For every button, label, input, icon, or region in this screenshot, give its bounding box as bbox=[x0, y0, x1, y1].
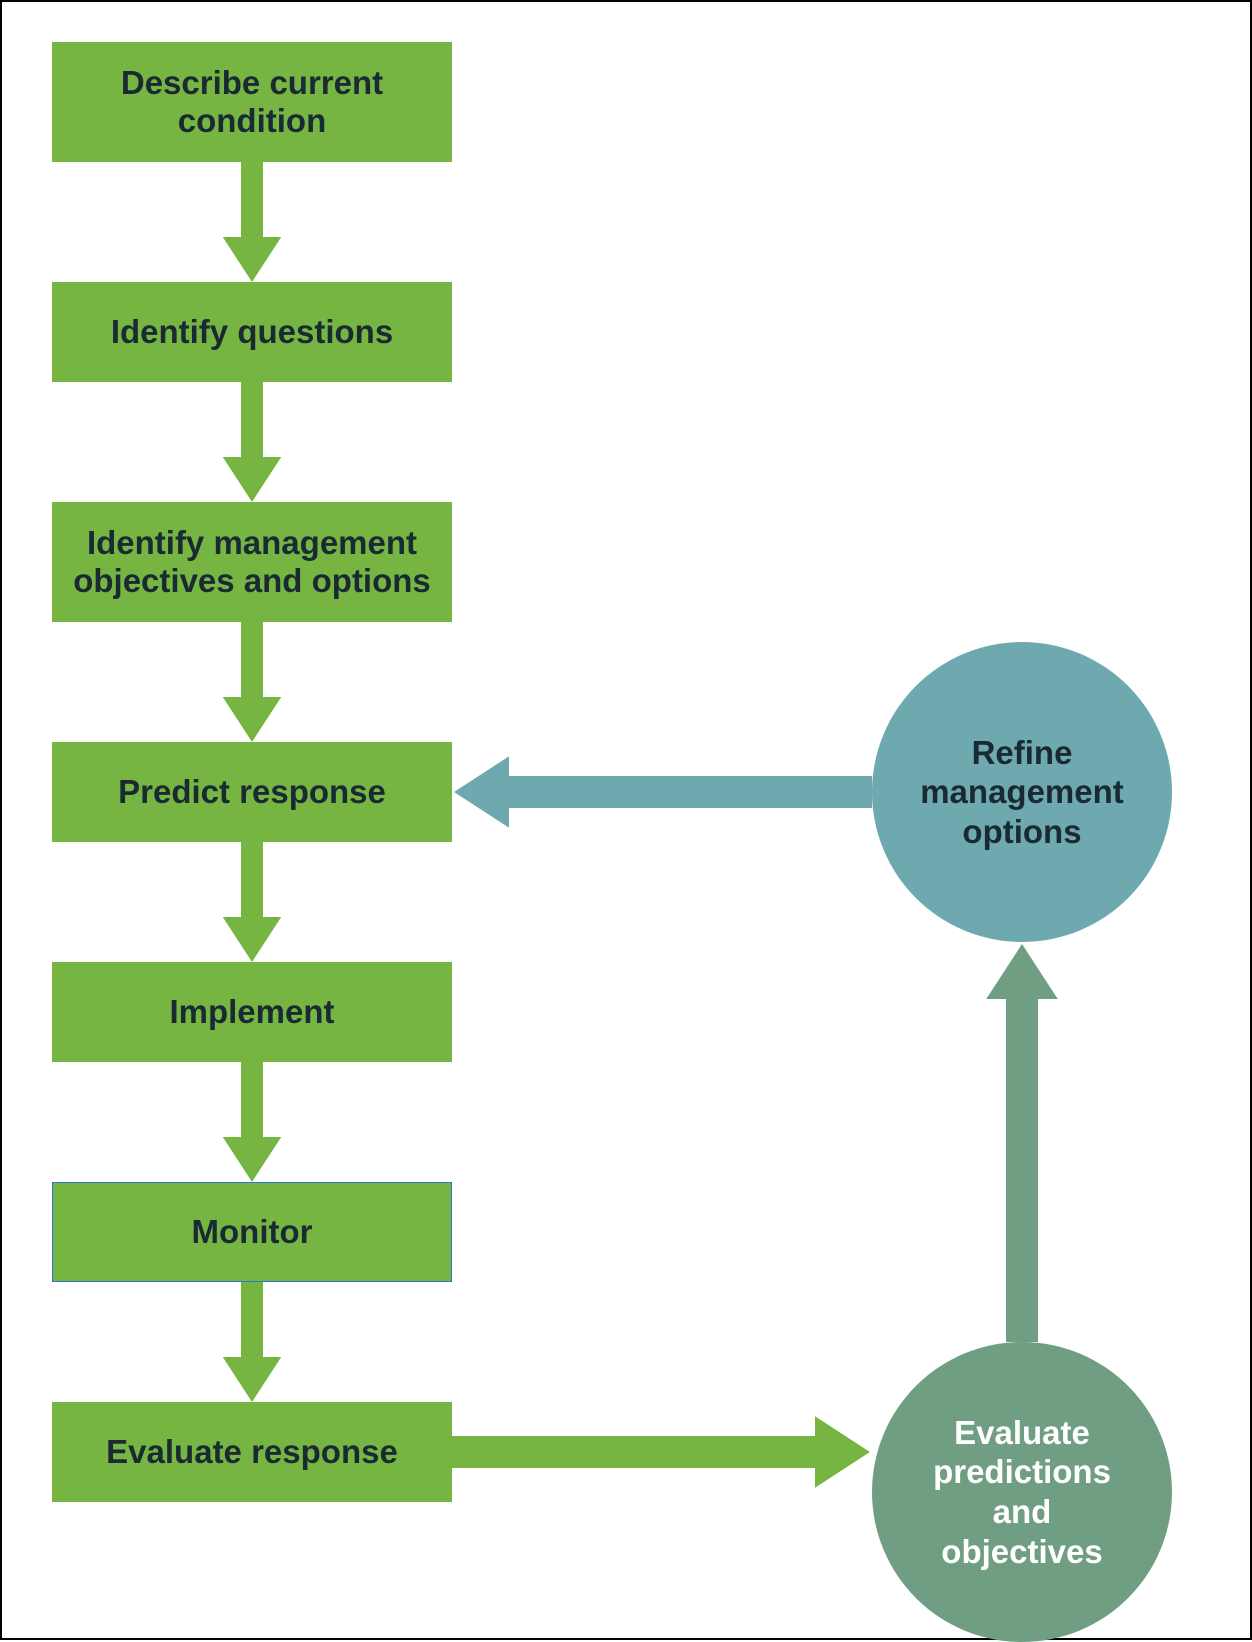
flowchart-canvas: Describe currentcondition Identify questi… bbox=[0, 0, 1252, 1640]
arrow-head-icon bbox=[223, 697, 282, 742]
flow-circle-refine: Refinemanagementoptions bbox=[872, 642, 1172, 942]
flow-node-label: Identify questions bbox=[111, 313, 393, 351]
arrow-shaft bbox=[241, 1282, 263, 1357]
flow-node-label: Evaluate response bbox=[106, 1433, 398, 1471]
flow-node-objectives: Identify managementobjectives and option… bbox=[52, 502, 452, 622]
flow-circle-eval_pred: Evaluatepredictionsandobjectives bbox=[872, 1342, 1172, 1642]
arrow-head-icon bbox=[223, 1357, 282, 1402]
arrow-head-icon bbox=[223, 1137, 282, 1182]
flow-node-describe: Describe currentcondition bbox=[52, 42, 452, 162]
arrow-shaft bbox=[241, 842, 263, 917]
arrow-shaft bbox=[1006, 999, 1038, 1342]
arrow-shaft bbox=[241, 622, 263, 697]
arrow-head-icon bbox=[815, 1416, 870, 1488]
flow-circle-label: Evaluatepredictionsandobjectives bbox=[933, 1413, 1111, 1571]
flow-node-label: Predict response bbox=[118, 773, 386, 811]
arrow-head-icon bbox=[454, 756, 509, 828]
flow-node-label: Implement bbox=[169, 993, 334, 1031]
flow-node-predict: Predict response bbox=[52, 742, 452, 842]
flow-node-label: Monitor bbox=[192, 1213, 313, 1251]
flow-node-questions: Identify questions bbox=[52, 282, 452, 382]
arrow-shaft bbox=[241, 1062, 263, 1137]
arrow-shaft bbox=[241, 162, 263, 237]
arrow-shaft bbox=[241, 382, 263, 457]
flow-node-label: Describe currentcondition bbox=[121, 64, 383, 140]
arrow-shaft bbox=[452, 1436, 815, 1468]
arrow-head-icon bbox=[223, 237, 282, 282]
flow-node-evaluate: Evaluate response bbox=[52, 1402, 452, 1502]
flow-circle-label: Refinemanagementoptions bbox=[920, 733, 1124, 852]
flow-node-implement: Implement bbox=[52, 962, 452, 1062]
arrow-shaft bbox=[509, 776, 872, 808]
arrow-head-icon bbox=[223, 457, 282, 502]
flow-node-label: Identify managementobjectives and option… bbox=[73, 524, 431, 600]
arrow-head-icon bbox=[223, 917, 282, 962]
flow-node-monitor: Monitor bbox=[52, 1182, 452, 1282]
arrow-head-icon bbox=[986, 944, 1058, 999]
